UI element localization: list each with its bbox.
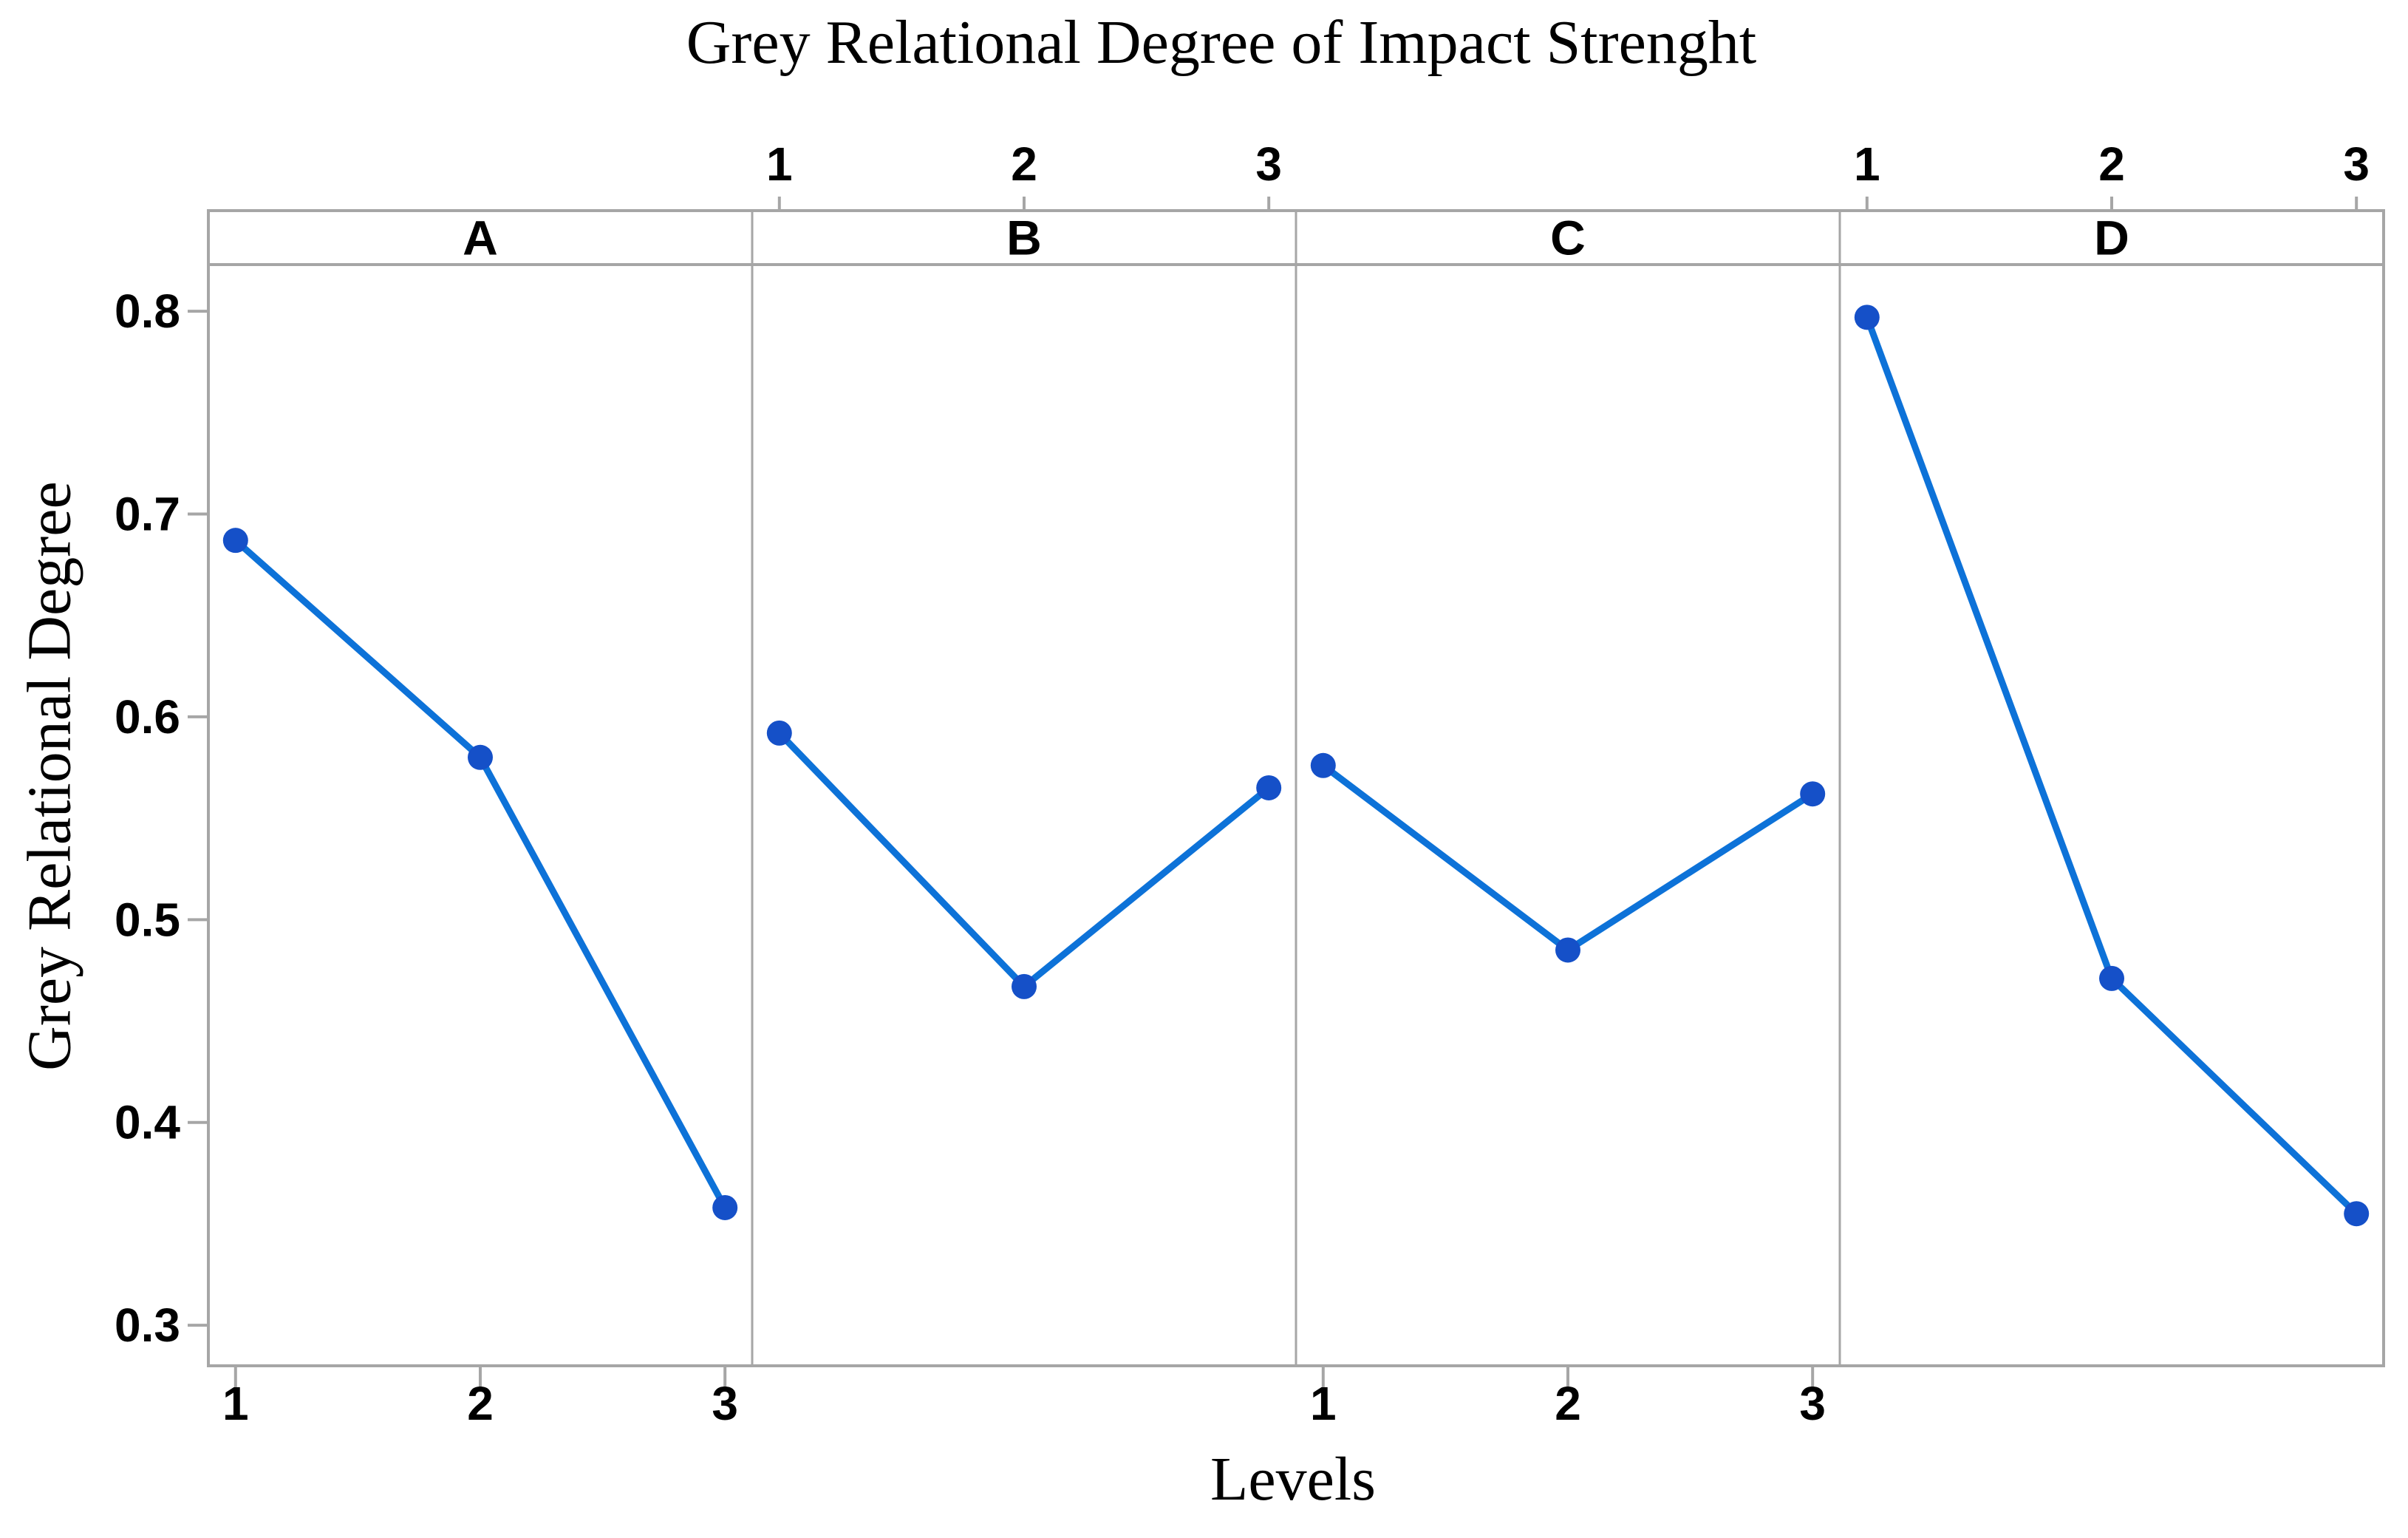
data-point xyxy=(1310,752,1336,778)
x-tick-label-bottom: 2 xyxy=(467,1377,494,1430)
panel-label: C xyxy=(1550,211,1586,265)
data-point xyxy=(1800,781,1826,807)
x-tick-label-top: 3 xyxy=(1255,137,1282,191)
x-tick-label-bottom: 1 xyxy=(222,1377,249,1430)
y-tick-label: 0.4 xyxy=(115,1096,180,1149)
y-tick-label: 0.6 xyxy=(115,690,180,744)
x-tick-label-bottom: 2 xyxy=(1555,1377,1581,1430)
data-point xyxy=(1256,775,1282,800)
chart-title: Grey Relational Degree of Impact Strengh… xyxy=(686,8,1757,77)
x-tick-label-top: 2 xyxy=(2098,137,2125,191)
y-tick-label: 0.8 xyxy=(115,285,180,338)
x-tick-label-top: 2 xyxy=(1011,137,1037,191)
data-point xyxy=(2099,965,2124,991)
series-line xyxy=(232,537,729,1211)
series-line xyxy=(776,729,1272,990)
x-tick-label-bottom: 3 xyxy=(712,1377,738,1430)
data-point xyxy=(222,528,248,554)
data-point xyxy=(468,744,493,770)
x-axis-title: Levels xyxy=(1210,1445,1376,1514)
data-point xyxy=(2344,1201,2370,1227)
x-tick-label-top: 1 xyxy=(1854,137,1880,191)
x-tick-label-top: 3 xyxy=(2343,137,2370,191)
data-point xyxy=(766,720,792,746)
data-point xyxy=(712,1194,738,1220)
y-tick-label: 0.7 xyxy=(115,488,180,541)
y-tick-label: 0.5 xyxy=(115,893,180,946)
y-tick-label: 0.3 xyxy=(115,1299,180,1352)
x-tick-label-top: 1 xyxy=(766,137,793,191)
series-line xyxy=(1863,313,2360,1217)
series-line xyxy=(1320,762,1816,953)
panel-label: A xyxy=(463,211,498,265)
data-point xyxy=(1854,304,1880,330)
panel-label: D xyxy=(2094,211,2129,265)
data-point xyxy=(1012,973,1037,999)
panel-label: B xyxy=(1006,211,1042,265)
data-point xyxy=(1555,937,1580,963)
x-tick-label-bottom: 1 xyxy=(1310,1377,1337,1430)
x-tick-label-bottom: 3 xyxy=(1799,1377,1826,1430)
